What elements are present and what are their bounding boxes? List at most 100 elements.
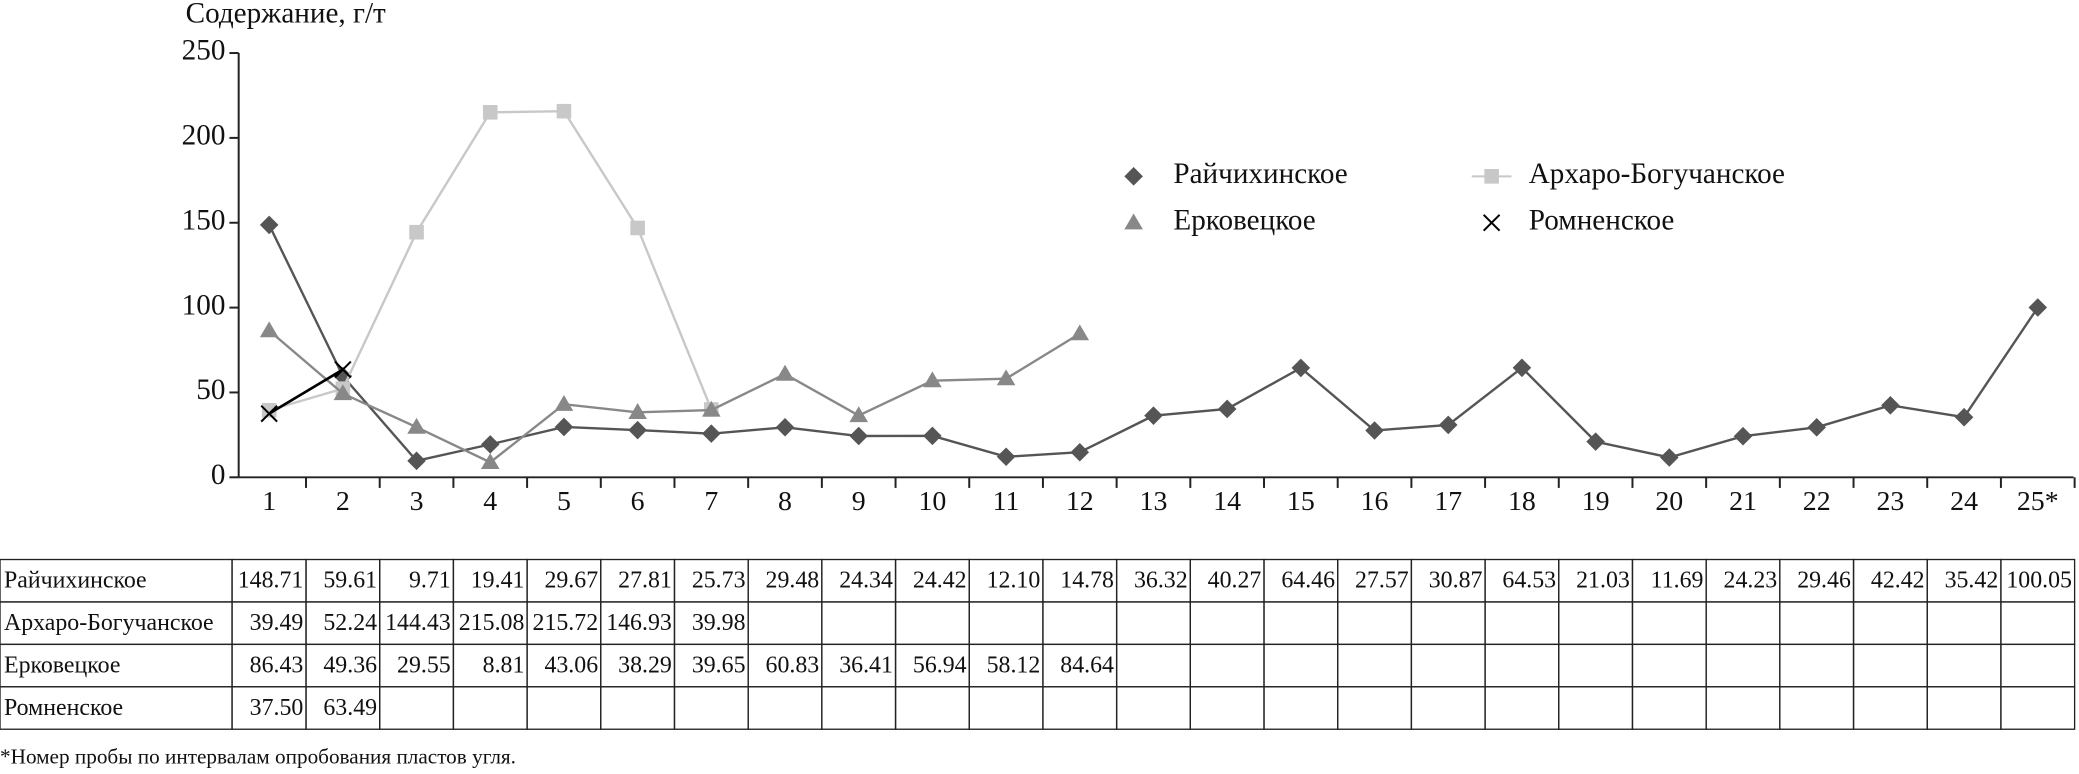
table-value: 49.36	[323, 652, 377, 678]
data-point	[1881, 396, 1900, 415]
table-value: 39.65	[692, 652, 746, 678]
table-cell	[1337, 601, 1413, 646]
table-value: 52.24	[323, 610, 377, 636]
data-point	[259, 321, 279, 338]
data-point	[480, 453, 500, 469]
x-tick-label: 3	[410, 486, 424, 517]
data-point	[554, 417, 574, 437]
table-cell	[1115, 643, 1191, 688]
data-point	[849, 406, 868, 423]
table-cell	[1779, 686, 1855, 730]
table-cell	[1410, 643, 1486, 688]
table-cell	[894, 601, 970, 646]
series-line	[268, 368, 344, 415]
x-tick-label: 25*	[2017, 486, 2059, 517]
table-cell	[1042, 686, 1118, 730]
series-line	[268, 110, 713, 412]
data-point	[482, 105, 498, 120]
table-cell	[1115, 686, 1191, 730]
data-point	[628, 403, 647, 419]
table-value: 29.67	[544, 568, 598, 594]
table-value: 35.42	[1945, 568, 1999, 594]
table-value: 9.71	[409, 568, 451, 594]
data-point	[849, 426, 868, 446]
data-point	[409, 224, 424, 240]
data-point	[630, 220, 645, 236]
table-value: 215.72	[533, 610, 599, 636]
data-point	[2028, 298, 2048, 317]
table-cell	[1852, 643, 1928, 688]
data-point	[556, 103, 572, 119]
table-value: 29.48	[766, 568, 820, 594]
table-cell	[1263, 601, 1339, 646]
table-value: 59.61	[323, 568, 377, 594]
table-cell	[1189, 686, 1265, 730]
table-cell	[1115, 601, 1191, 646]
table-value: 24.34	[839, 568, 893, 594]
table-row-label: Архаро-Богучанское	[4, 610, 214, 636]
table-cell	[1263, 686, 1339, 730]
x-tick-label: 2	[336, 486, 350, 517]
data-point	[480, 435, 500, 454]
table-value: 58.12	[987, 652, 1041, 678]
legend-label: Райчихинское	[1173, 158, 1347, 190]
table-value: 24.42	[913, 568, 967, 594]
y-tick-label: 250	[182, 35, 226, 67]
data-point	[1733, 426, 1753, 446]
table-cell	[1779, 601, 1855, 646]
data-point	[261, 402, 277, 418]
table-cell	[1558, 686, 1634, 730]
table-cell	[1631, 601, 1707, 646]
table-value: 42.42	[1871, 568, 1925, 594]
data-point	[1660, 448, 1679, 467]
y-tick-label: 0	[211, 459, 226, 491]
table-cell	[1852, 686, 1928, 730]
table-cell	[747, 601, 823, 646]
table-value: 25.73	[692, 568, 746, 594]
data-point	[1512, 358, 1532, 378]
x-tick-label: 11	[993, 486, 1020, 517]
x-tick-label: 4	[483, 486, 497, 517]
y-tick-label: 50	[196, 374, 225, 406]
table-cell	[1263, 643, 1339, 688]
x-tick-label: 7	[704, 486, 718, 517]
table-value: 38.29	[618, 652, 672, 678]
table-value: 8.81	[483, 652, 525, 678]
table-cell	[452, 686, 528, 730]
data-point	[923, 426, 942, 446]
table-cell	[526, 686, 602, 730]
x-tick-label: 1	[262, 486, 276, 517]
table-cell	[1926, 686, 2002, 730]
table-cell	[1042, 601, 1118, 646]
y-axis-label: Содержание, г/т	[186, 0, 386, 30]
x-tick-label: 23	[1876, 486, 1904, 517]
legend-marker	[1124, 213, 1143, 230]
series-line	[268, 224, 2039, 463]
table-cell	[821, 686, 897, 730]
x-tick-label: 12	[1066, 486, 1094, 517]
table-value: 148.71	[238, 568, 304, 594]
table-cell	[1558, 601, 1634, 646]
table-value: 40.27	[1208, 568, 1262, 594]
table-cell	[1484, 643, 1560, 688]
table-value: 27.81	[618, 568, 672, 594]
table-value: 24.23	[1724, 568, 1778, 594]
table-cell	[968, 686, 1044, 730]
table-value: 29.46	[1797, 568, 1851, 594]
table-value: 36.32	[1134, 568, 1188, 594]
table-cell	[1189, 601, 1265, 646]
table-value: 84.64	[1060, 652, 1114, 678]
table-cell	[1852, 601, 1928, 646]
data-point	[333, 384, 353, 401]
y-tick-label: 100	[182, 289, 226, 321]
table-cell	[1484, 686, 1560, 730]
data-point	[702, 424, 721, 443]
table-cell	[673, 686, 749, 730]
x-tick-label: 14	[1213, 486, 1241, 517]
table-value: 146.93	[606, 610, 672, 636]
table-value: 21.03	[1576, 568, 1630, 594]
x-tick-label: 8	[778, 486, 792, 517]
table-row-label: Райчихинское	[4, 568, 147, 594]
table-cell	[600, 686, 676, 730]
